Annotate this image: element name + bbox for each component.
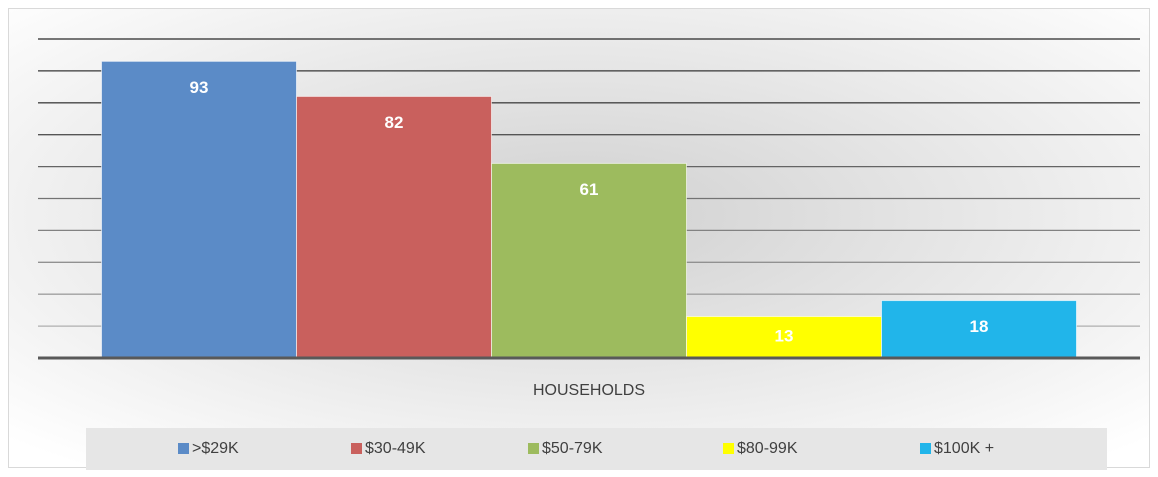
legend-swatch — [723, 443, 734, 454]
data-label: 93 — [190, 78, 209, 97]
legend-label: >$29K — [192, 440, 239, 457]
legend-swatch — [528, 443, 539, 454]
legend-swatch — [920, 443, 931, 454]
data-label: 13 — [775, 327, 794, 346]
x-tick-label: HOUSEHOLDS — [533, 382, 645, 399]
legend-label: $50-79K — [542, 440, 603, 457]
bar — [296, 95, 492, 359]
legend-label: $30-49K — [365, 440, 426, 457]
data-label: 82 — [385, 113, 404, 132]
data-label: 61 — [580, 180, 599, 199]
bar — [101, 60, 297, 359]
bar — [881, 300, 1077, 359]
legend-label: $80-99K — [737, 440, 798, 457]
legend-label: $100K + — [934, 440, 994, 457]
bar — [491, 162, 687, 359]
legend-box — [86, 428, 1107, 470]
legend-swatch — [178, 443, 189, 454]
legend-swatch — [351, 443, 362, 454]
data-label: 18 — [970, 317, 989, 336]
bar — [686, 316, 882, 359]
